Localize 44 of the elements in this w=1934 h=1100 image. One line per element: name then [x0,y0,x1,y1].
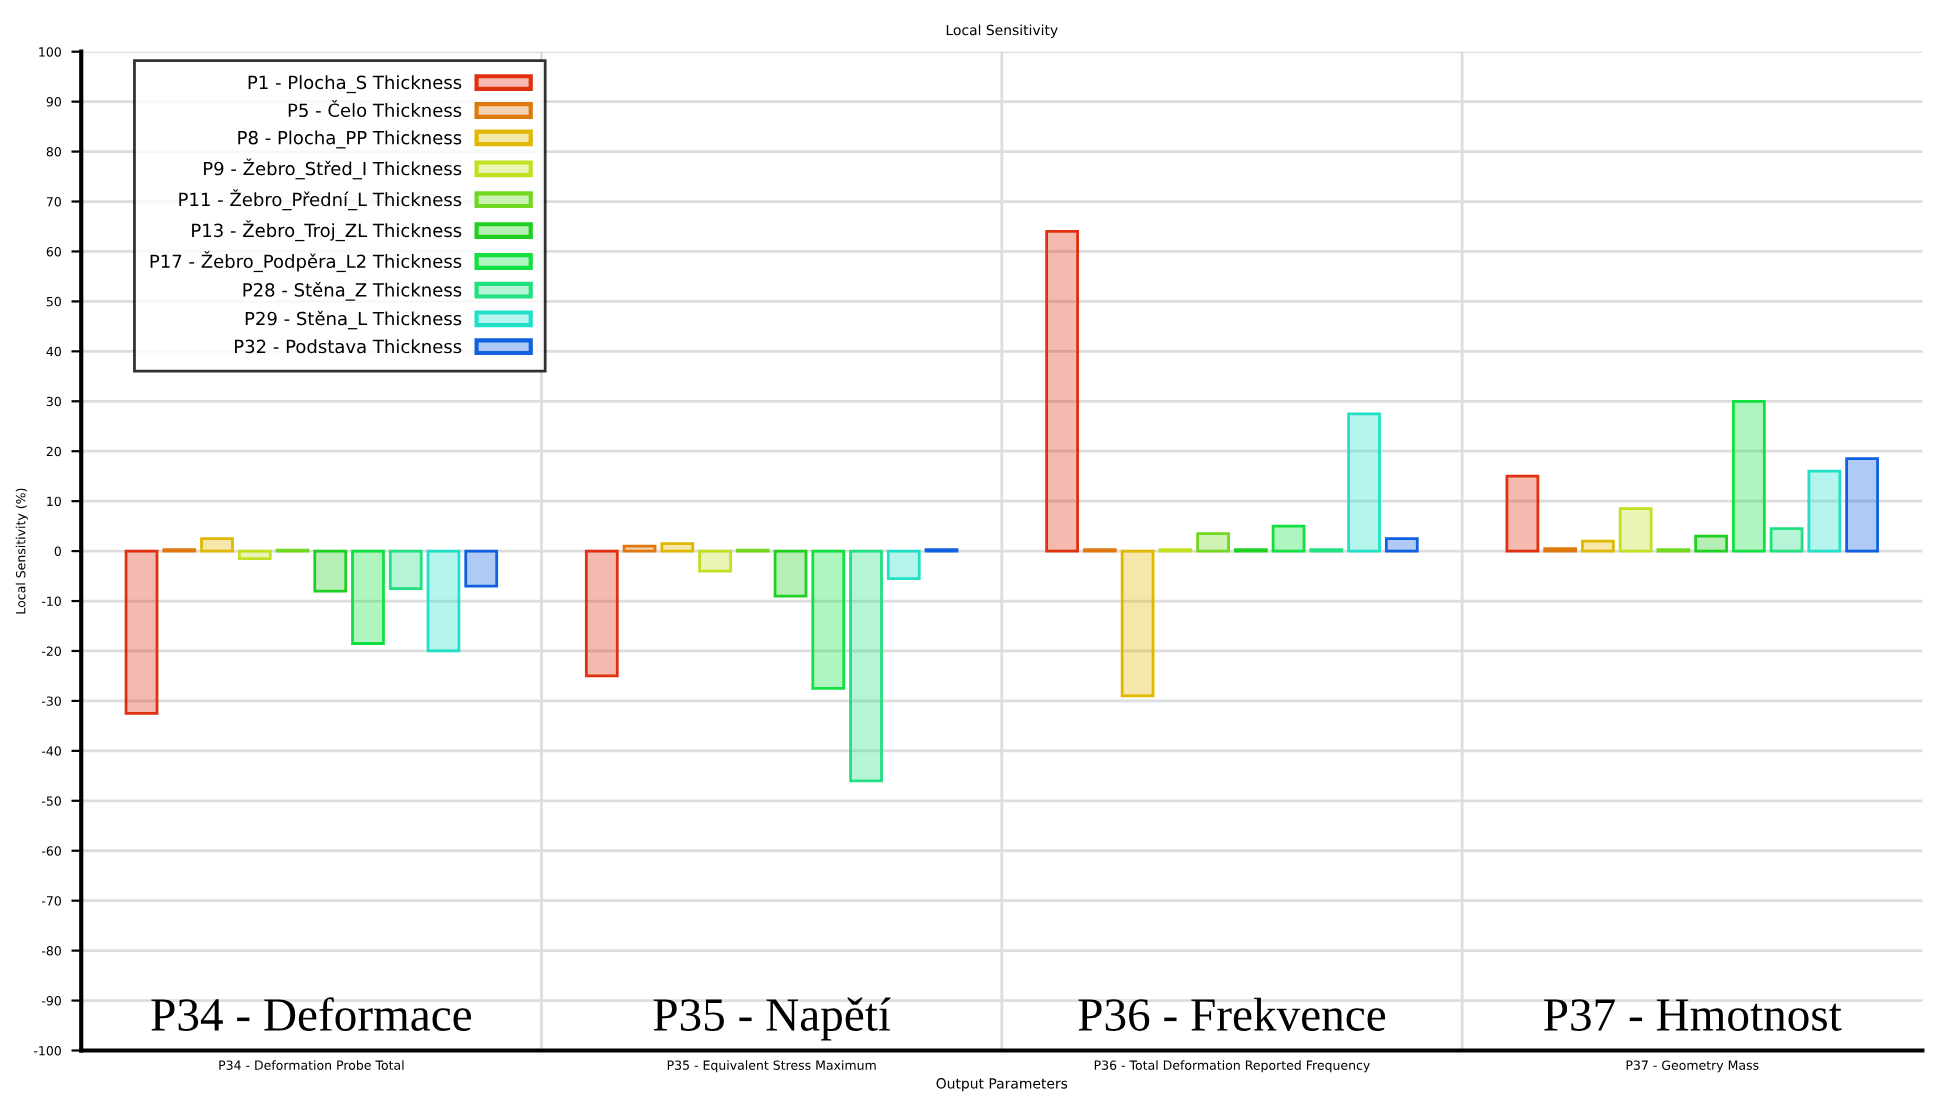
legend-label: P32 - Podstava Thickness [235,339,462,354]
bar [124,549,159,715]
bar [1271,524,1306,553]
bar [1045,230,1079,553]
bar [1769,527,1804,553]
bar [1384,537,1419,553]
bar [1807,469,1842,553]
bar [1845,457,1879,553]
bar [464,549,499,588]
bar [584,549,619,678]
legend-label: P9 - Žebro_Střed_I Thickness [204,158,462,180]
annotation: P34 - Deformace [151,997,472,1031]
bar [313,549,348,593]
bar [388,549,423,590]
bar [1694,534,1728,553]
bar [1505,474,1540,553]
bar [622,544,657,553]
bar [1196,532,1230,553]
bar [660,542,695,553]
bar [1120,549,1155,698]
legend-label: P8 - Plocha_PP Thickness [238,130,462,149]
bar [237,549,272,560]
legend-label: P11 - Žebro_Přední_L Thickness [179,189,462,211]
bar [773,549,808,598]
bar [849,549,883,783]
bar [1618,507,1653,553]
legend-label: P29 - Stěna_L Thickness [245,310,462,330]
bar [351,549,385,645]
legend-label: P1 - Plocha_S Thickness [248,75,462,94]
bar [200,537,234,553]
legend-label: P5 - Čelo Thickness [288,100,462,118]
bar [1581,539,1615,553]
legend-label: P13 - Žebro_Troj_ZL Thickness [192,220,462,242]
bar [811,549,846,690]
bar [1732,399,1766,553]
bar [886,549,921,580]
legend-label: P28 - Stěna_Z Thickness [243,282,462,301]
annotation: P35 - Napětí [653,997,891,1041]
bar [1347,412,1381,553]
annotation: P37 - Hmotnost [1544,999,1842,1031]
legend-label: P17 - Žebro_Podpěra_L2 Thickness [150,251,462,273]
bar [698,549,732,573]
annotation: P36 - Frekvence [1078,997,1386,1031]
bar [426,549,461,653]
